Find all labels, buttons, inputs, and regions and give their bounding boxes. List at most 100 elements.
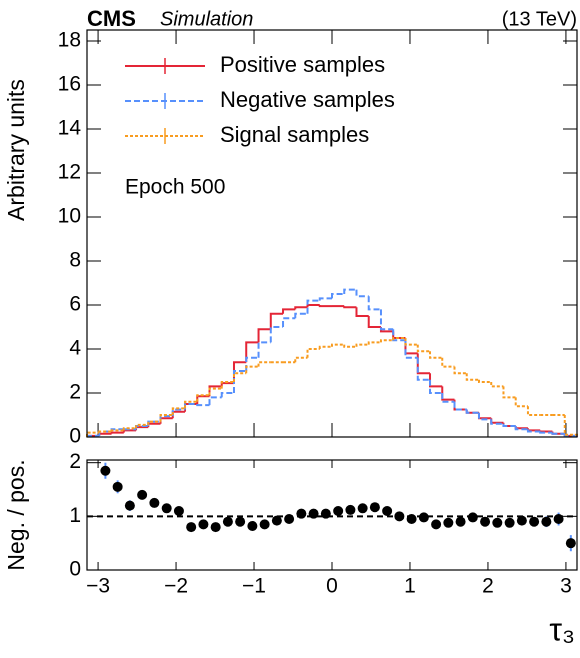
- histogram-step: [429, 379, 443, 394]
- histogram-step: [477, 379, 492, 383]
- ratio-point: [333, 505, 344, 516]
- histogram-step: [122, 427, 137, 431]
- histogram-step: [551, 432, 565, 435]
- histogram-step: [526, 406, 541, 416]
- histogram-step: [539, 430, 553, 433]
- histogram-step: [441, 357, 455, 368]
- histogram-step: [257, 328, 271, 343]
- histogram-step: [208, 396, 222, 406]
- ratio-point: [198, 519, 209, 530]
- ratio-point: [161, 503, 172, 514]
- histogram-step: [245, 365, 259, 374]
- histogram-step: [110, 431, 124, 434]
- histogram-step: [526, 429, 541, 433]
- histogram-step: [232, 372, 247, 382]
- ratio-point: [504, 517, 515, 528]
- ratio-point: [553, 514, 564, 525]
- histogram-step: [196, 404, 210, 407]
- histogram-step: [318, 345, 332, 349]
- y-tick-label: 4: [69, 337, 81, 360]
- histogram-step: [367, 296, 381, 311]
- histogram-step: [257, 341, 271, 358]
- ratio-point: [406, 514, 417, 525]
- ratio-y-axis-label: Neg. / pos.: [3, 459, 29, 570]
- histogram-step: [282, 308, 296, 314]
- y-tick-label: 8: [69, 249, 81, 272]
- histogram-step: [184, 403, 198, 412]
- histogram-step: [159, 414, 173, 422]
- histogram-step: [514, 426, 528, 431]
- histogram-step: [232, 370, 247, 393]
- ratio-point: [112, 481, 123, 492]
- y-tick-label: 10: [58, 205, 81, 228]
- y-tick-label: 6: [69, 293, 81, 316]
- histogram-step: [135, 423, 149, 429]
- histogram-step: [343, 306, 357, 309]
- histogram-step: [269, 312, 284, 330]
- plot-frame: [86, 29, 578, 438]
- histogram-step: [294, 356, 308, 363]
- y-axis-label: Arbitrary units: [3, 79, 29, 221]
- histogram-step: [429, 351, 443, 359]
- y-tick-label: 18: [58, 29, 81, 52]
- ratio-point: [565, 538, 576, 549]
- ratio-point: [186, 522, 197, 533]
- ratio-point: [173, 505, 184, 516]
- y-tick-label: 0: [69, 425, 81, 448]
- histogram-step: [245, 356, 259, 371]
- x-tick-label: 1: [404, 575, 416, 598]
- histogram-step: [453, 399, 467, 411]
- histogram-step: [355, 343, 369, 347]
- histogram-step: [539, 431, 553, 434]
- ratio-point: [284, 514, 295, 525]
- x-tick-label: −2: [164, 575, 188, 598]
- ratio-point: [259, 519, 270, 530]
- histogram-step: [490, 382, 504, 388]
- histogram-step: [416, 353, 431, 375]
- histogram-step: [502, 386, 516, 399]
- histogram-step: [379, 309, 394, 331]
- histogram-step: [135, 426, 149, 431]
- ratio-point: [431, 519, 442, 530]
- histogram-step: [416, 357, 431, 381]
- histogram-step: [477, 412, 492, 420]
- histogram-step: [477, 412, 492, 421]
- histogram-step: [453, 401, 467, 411]
- histogram-step: [465, 409, 479, 414]
- histogram-step: [355, 289, 369, 298]
- experiment-label: CMS: [87, 6, 136, 31]
- histogram-step: [429, 373, 443, 388]
- histogram-step: [294, 312, 308, 319]
- ratio-point: [516, 515, 527, 526]
- histogram-step: [441, 393, 455, 403]
- y-tick-label: 2: [69, 450, 81, 473]
- histogram-step: [318, 297, 332, 301]
- ratio-point: [541, 516, 552, 527]
- histogram-step: [404, 338, 418, 355]
- ratio-point: [443, 517, 454, 528]
- histogram-step: [282, 317, 296, 327]
- histogram-step: [159, 417, 173, 424]
- histogram-step: [208, 387, 222, 396]
- histogram-step: [563, 415, 578, 437]
- histogram-step: [220, 381, 234, 389]
- ratio-point: [480, 516, 491, 527]
- histogram-step: [184, 400, 198, 409]
- histogram-step: [147, 422, 161, 428]
- histogram-step: [257, 361, 271, 367]
- ratio-point: [100, 465, 111, 476]
- ratio-point: [467, 512, 478, 523]
- histogram-step: [306, 304, 320, 308]
- histogram-step: [306, 299, 320, 314]
- histogram-step: [269, 326, 284, 343]
- ratio-point: [382, 505, 393, 516]
- histogram-step: [465, 373, 479, 381]
- plot-frame: [86, 459, 578, 571]
- y-tick-label: 16: [58, 73, 81, 96]
- histogram-step: [453, 366, 467, 375]
- ratio-point: [345, 504, 356, 515]
- histogram-step: [294, 306, 308, 310]
- histogram-step: [514, 397, 528, 408]
- histogram-step: [171, 410, 186, 419]
